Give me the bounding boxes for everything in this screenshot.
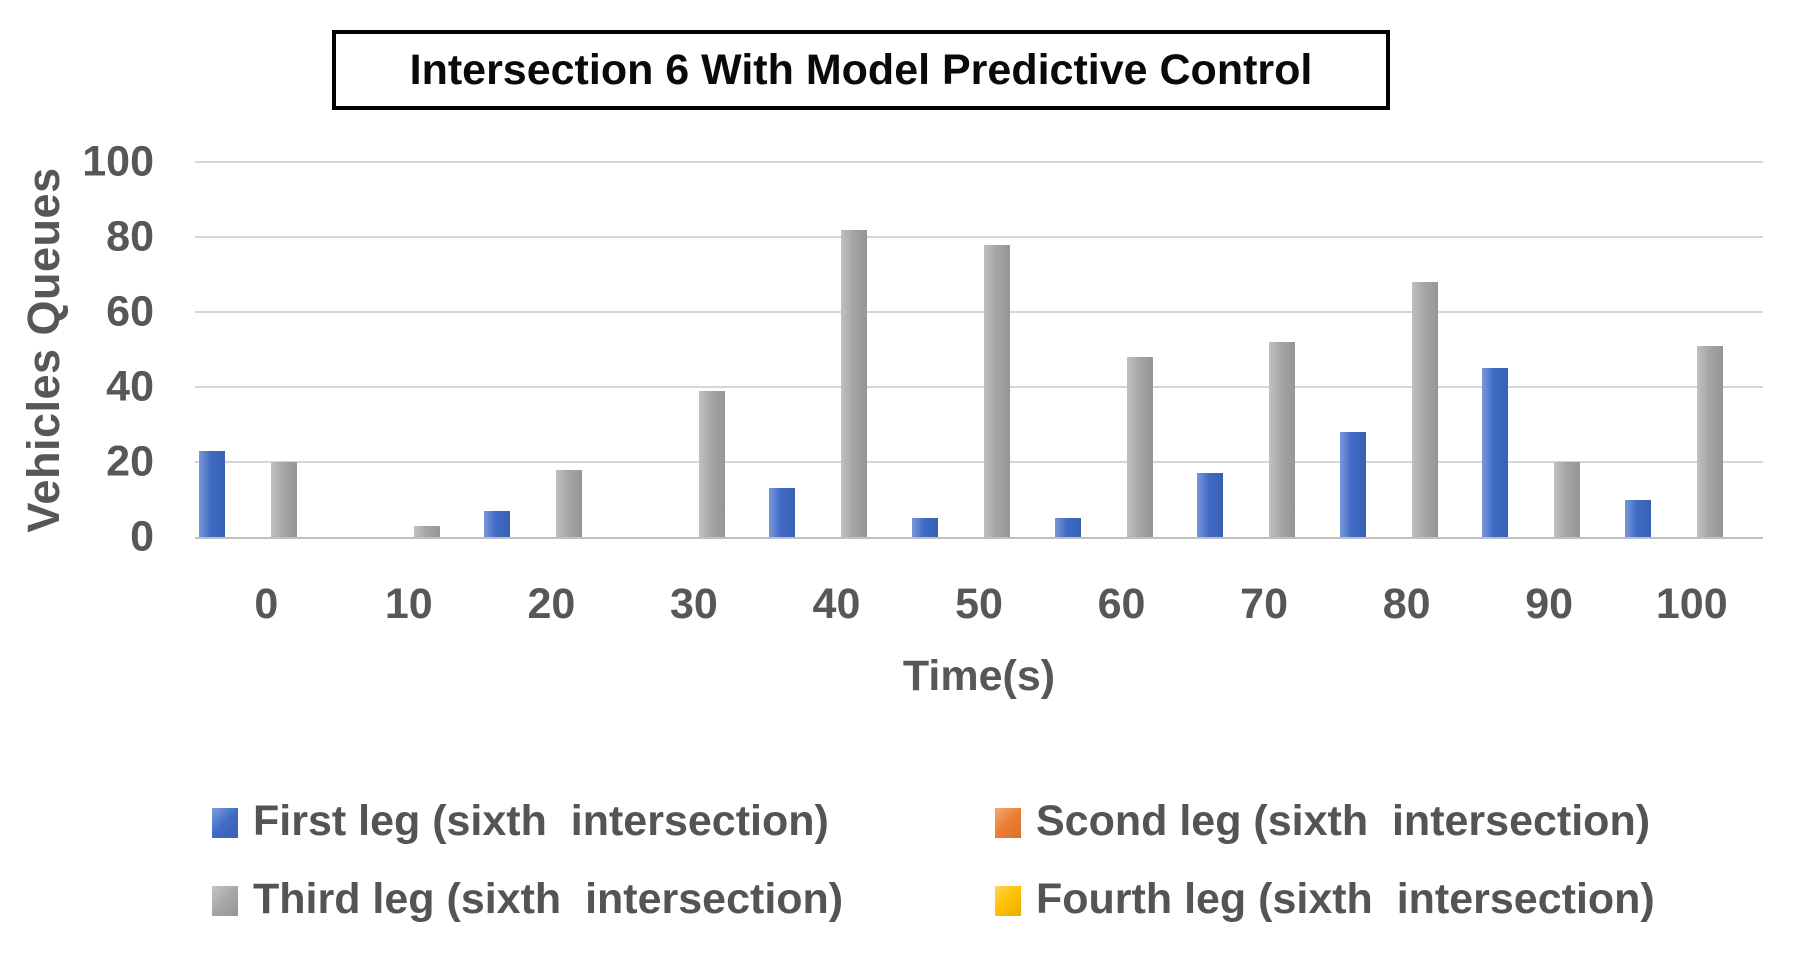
- x-tick-label-30: 30: [669, 580, 718, 628]
- bar-group-t90: [1478, 162, 1621, 537]
- legend-label-scond-leg: Scond leg (sixth intersection): [1036, 797, 1651, 845]
- x-tick-label-20: 20: [527, 580, 576, 628]
- x-tick-label-80: 80: [1382, 580, 1431, 628]
- bar-group-t0: [195, 162, 338, 537]
- bar-group-t100: [1620, 162, 1763, 537]
- x-tick-label-40: 40: [812, 580, 861, 628]
- bar-third-leg-t20: [556, 469, 583, 537]
- bar-third-leg-t0: [271, 462, 298, 537]
- bar-third-leg-t70: [1269, 342, 1296, 537]
- bar-first-leg-t20: [484, 510, 511, 537]
- bar-third-leg-t40: [841, 229, 868, 537]
- chart-title-box: Intersection 6 With Model Predictive Con…: [332, 30, 1390, 110]
- legend-color-swatch-fourth-leg: [995, 886, 1021, 917]
- x-axis-title: Time(s): [902, 652, 1056, 700]
- legend: First leg (sixth intersection) Scond leg …: [200, 794, 1766, 928]
- x-tick-label-50: 50: [955, 580, 1003, 628]
- bar-group-t80: [1335, 162, 1478, 537]
- legend-item-third-leg: Third leg (sixth intersection): [200, 872, 983, 928]
- legend-item-scond-leg: Scond leg (sixth intersection): [983, 794, 1766, 850]
- x-tick-label-90: 90: [1525, 580, 1574, 628]
- bar-first-leg-t0: [199, 450, 226, 537]
- bar-first-leg-t100: [1624, 499, 1651, 537]
- y-tick-label-40: 40: [106, 362, 154, 411]
- y-tick-label-100: 100: [82, 137, 154, 186]
- legend-color-swatch-first-leg: [212, 808, 238, 839]
- legend-label-first-leg: First leg (sixth intersection): [253, 797, 829, 845]
- bar-third-leg-t90: [1554, 462, 1581, 537]
- legend-item-fourth-leg: Fourth leg (sixth intersection): [983, 872, 1766, 928]
- legend-color-swatch-scond-leg: [995, 808, 1021, 839]
- gridline-60: [195, 311, 1763, 313]
- x-axis-tick-labels: 0 10 20 30 40 50 60 70 80 90 100: [195, 580, 1763, 629]
- gridline-40: [195, 386, 1763, 388]
- x-tick-label-60: 60: [1097, 580, 1146, 628]
- bar-third-leg-t50: [984, 244, 1010, 537]
- y-tick-label-60: 60: [106, 287, 154, 336]
- bar-third-leg-t80: [1411, 282, 1438, 537]
- legend-label-fourth-leg: Fourth leg (sixth intersection): [1036, 874, 1655, 923]
- bar-group-t20: [480, 162, 623, 537]
- bar-group-t10: [338, 162, 481, 537]
- bar-group-t40: [765, 162, 908, 537]
- bar-group-t60: [1050, 162, 1193, 537]
- x-tick-label-100: 100: [1655, 580, 1728, 628]
- bar-third-leg-t60: [1126, 357, 1153, 537]
- y-tick-label-20: 20: [106, 437, 154, 486]
- bar-group-t30: [623, 162, 766, 537]
- bar-third-leg-t10: [413, 525, 440, 537]
- bar-first-leg-t50: [912, 518, 938, 537]
- bar-first-leg-t80: [1339, 432, 1366, 537]
- chart-title: Intersection 6 With Model Predictive Con…: [409, 45, 1313, 94]
- bar-third-leg-t100: [1696, 345, 1723, 537]
- plot-area: [195, 161, 1763, 539]
- legend-label-third-leg: Third leg (sixth intersection): [253, 874, 844, 923]
- x-tick-label-10: 10: [384, 580, 433, 628]
- y-axis-tick-labels: 0 20 40 60 80 100: [0, 140, 160, 558]
- y-tick-label-80: 80: [106, 212, 154, 261]
- bar-group-t50: [908, 162, 1051, 537]
- gridline-80: [195, 236, 1763, 238]
- gridline-100: [195, 161, 1763, 163]
- bar-first-leg-t90: [1482, 368, 1509, 537]
- x-tick-label-70: 70: [1240, 580, 1289, 628]
- legend-color-swatch-third-leg: [212, 886, 238, 917]
- bar-first-leg-t60: [1054, 518, 1081, 537]
- bar-third-leg-t30: [698, 390, 725, 537]
- bar-first-leg-t40: [769, 488, 796, 537]
- y-tick-label-0: 0: [130, 512, 154, 561]
- gridline-20: [195, 461, 1763, 463]
- bar-first-leg-t70: [1197, 473, 1224, 537]
- legend-item-first-leg: First leg (sixth intersection): [200, 794, 983, 850]
- x-tick-label-0: 0: [254, 580, 279, 628]
- bar-group-t70: [1193, 162, 1336, 537]
- bar-groups: [195, 162, 1763, 537]
